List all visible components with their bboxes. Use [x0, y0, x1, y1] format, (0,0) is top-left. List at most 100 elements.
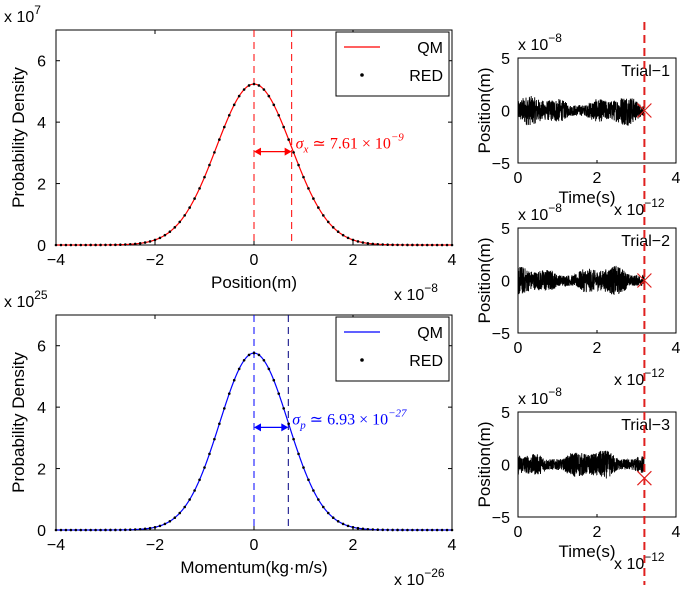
red-point: [327, 512, 330, 515]
red-point: [277, 114, 280, 117]
red-point: [99, 244, 102, 247]
red-point: [238, 368, 241, 371]
red-point: [164, 523, 167, 526]
x-exponent-base: x 10: [394, 287, 424, 304]
red-point: [208, 453, 211, 456]
red-point: [446, 529, 449, 532]
red-point: [233, 379, 236, 382]
x-exponent: x 10−12: [614, 196, 665, 219]
y-exponent: x 10−8: [518, 201, 562, 224]
red-point: [362, 241, 365, 244]
red-point: [124, 529, 127, 532]
y-tick-label: −5: [492, 326, 510, 343]
x-tick-label: 4: [672, 340, 681, 357]
red-point: [381, 243, 384, 246]
red-point: [287, 422, 290, 425]
y-exponent-exponent: −8: [548, 385, 562, 399]
red-point: [84, 529, 87, 532]
red-point: [149, 527, 152, 530]
red-point: [268, 95, 271, 98]
red-point: [426, 244, 429, 247]
red-point: [386, 529, 389, 532]
red-point: [154, 526, 157, 529]
x-tick-label: 2: [593, 524, 602, 541]
y-exponent: x 10−8: [518, 385, 562, 408]
red-point: [203, 466, 206, 469]
sigma-annotation: σp ≃ 6.93 × 10−27: [292, 407, 407, 431]
red-point: [248, 84, 251, 87]
red-point: [134, 528, 137, 531]
red-point: [129, 243, 132, 246]
red-point: [178, 512, 181, 515]
red-point: [188, 498, 191, 501]
red-point: [347, 237, 350, 240]
red-point: [297, 164, 300, 167]
red-point: [391, 244, 394, 247]
x-exponent: x 10−12: [614, 366, 665, 389]
y-tick-label: 2: [37, 177, 46, 194]
legend-label: RED: [409, 353, 443, 370]
red-point: [169, 520, 172, 523]
red-point: [198, 187, 201, 190]
red-point: [238, 95, 241, 98]
red-point: [376, 528, 379, 531]
x-exponent-exponent: −12: [644, 196, 665, 210]
red-point: [268, 368, 271, 371]
red-point: [312, 489, 315, 492]
y-axis-label: Position(m): [475, 68, 494, 154]
red-point: [263, 359, 266, 362]
legend-label: QM: [417, 40, 443, 57]
y-tick-label: 4: [37, 400, 46, 417]
red-point: [317, 206, 320, 209]
x-tick-label: −2: [146, 537, 164, 554]
red-point: [89, 244, 92, 247]
x-tick-label: −4: [47, 537, 65, 554]
x-tick-label: 0: [250, 537, 259, 554]
red-point: [431, 244, 434, 247]
red-point: [362, 528, 365, 531]
red-point: [164, 234, 167, 237]
x-tick-label: 2: [349, 537, 358, 554]
x-tick-label: 2: [593, 340, 602, 357]
y-exponent-base: x 10: [518, 207, 548, 224]
red-point: [70, 529, 73, 532]
red-point: [332, 226, 335, 229]
red-point: [119, 529, 122, 532]
red-point: [109, 244, 112, 247]
red-point: [208, 164, 211, 167]
red-point: [84, 244, 87, 247]
red-point: [258, 84, 261, 87]
red-point: [198, 479, 201, 482]
red-point: [178, 221, 181, 224]
y-exponent: x 107: [4, 3, 41, 26]
red-point: [317, 498, 320, 501]
red-point: [228, 392, 231, 395]
red-point: [144, 528, 147, 531]
sigma-annotation-part: ≃ 7.61 × 10: [308, 136, 390, 153]
red-point: [99, 529, 102, 532]
red-point: [347, 525, 350, 528]
x-tick-label: 2: [593, 170, 602, 187]
red-point: [60, 244, 63, 247]
y-tick-label: 0: [501, 104, 510, 121]
y-tick-label: 6: [37, 54, 46, 71]
red-point: [312, 197, 315, 200]
figure: −4 −2 0 2 4 0 2 4 6 Position(m) Probability Densit…: [0, 0, 697, 597]
y-exponent-exponent: 7: [34, 3, 41, 17]
red-point: [243, 359, 246, 362]
red-point: [436, 244, 439, 247]
red-point: [75, 244, 78, 247]
y-axis-label: Probability Density: [9, 67, 28, 208]
red-point: [218, 138, 221, 141]
red-point: [144, 241, 147, 244]
red-point: [396, 529, 399, 532]
red-point: [426, 529, 429, 532]
red-point: [114, 244, 117, 247]
y-tick-label: 6: [37, 339, 46, 356]
y-axis-label: Probability Density: [9, 352, 28, 493]
red-point: [94, 529, 97, 532]
y-tick-label: −5: [492, 510, 510, 527]
y-axis-label: Position(m): [475, 422, 494, 508]
x-axis-label: Time(s): [559, 542, 616, 561]
red-point: [174, 226, 177, 229]
